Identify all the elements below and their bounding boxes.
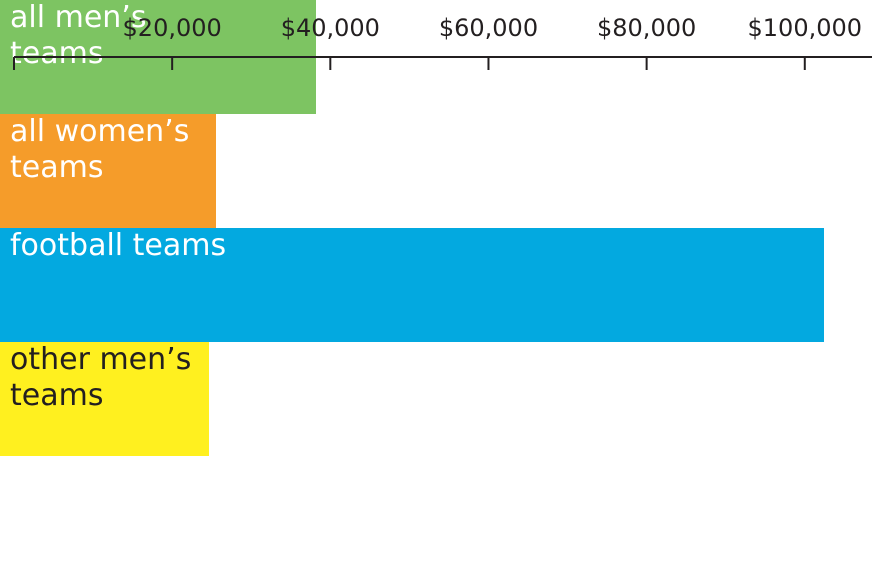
- x-tick-label: $100,000: [748, 14, 863, 42]
- bar-label: other men’s teams: [10, 342, 192, 413]
- bar-label: all men’s teams: [10, 0, 147, 71]
- bar: other men’s teams: [0, 342, 210, 456]
- x-tick-label: $20,000: [123, 14, 222, 42]
- bar-label: football teams: [10, 228, 227, 263]
- bar: football teams: [0, 228, 825, 342]
- x-tick-label: $60,000: [439, 14, 538, 42]
- x-tick-label: $40,000: [281, 14, 380, 42]
- bar-label: all women’s teams: [10, 114, 190, 185]
- x-tick-label: $80,000: [597, 14, 696, 42]
- bar: all women’s teams: [0, 114, 216, 228]
